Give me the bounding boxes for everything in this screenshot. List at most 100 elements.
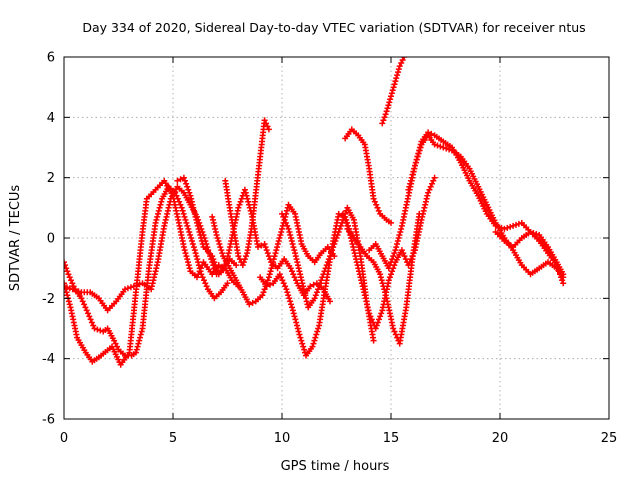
data-point (261, 241, 268, 247)
data-point (64, 292, 71, 299)
data-point (219, 250, 226, 257)
series-track (346, 213, 421, 345)
data-point (383, 108, 390, 115)
data-point (394, 238, 401, 244)
data-point (298, 337, 305, 344)
data-point (94, 326, 101, 333)
data-point (293, 256, 300, 263)
data-point (330, 244, 337, 251)
data-point (325, 256, 332, 263)
data-point (214, 235, 221, 241)
data-point (311, 295, 318, 302)
data-point (132, 349, 139, 356)
data-point (165, 204, 172, 211)
data-point (262, 244, 269, 251)
y-tick-label: 0 (47, 232, 55, 247)
data-point (180, 244, 187, 250)
data-point (156, 204, 163, 211)
data-point (278, 229, 285, 235)
data-point (85, 310, 91, 317)
data-point (332, 238, 339, 244)
data-point (297, 334, 304, 341)
data-point (64, 268, 71, 275)
data-point (279, 225, 285, 232)
data-point (285, 225, 292, 232)
data-point (310, 281, 317, 288)
data-point (195, 259, 202, 266)
data-point (241, 186, 248, 193)
data-point (300, 343, 307, 350)
data-point (364, 304, 371, 311)
data-point (188, 235, 195, 241)
data-point (243, 192, 250, 199)
data-point (194, 256, 201, 263)
data-point (265, 253, 272, 260)
data-point (287, 232, 294, 238)
data-point (133, 346, 140, 353)
data-point (392, 247, 399, 254)
data-point (412, 162, 418, 169)
data-point (290, 271, 297, 278)
data-point (391, 328, 398, 335)
data-point (154, 213, 161, 220)
data-point (310, 340, 317, 347)
data-point (333, 235, 340, 241)
data-point (182, 250, 189, 257)
data-point (392, 331, 399, 338)
data-point (187, 232, 194, 238)
data-point (281, 216, 288, 223)
data-point (323, 262, 330, 269)
data-point (78, 295, 85, 302)
series-sat-g (257, 210, 355, 359)
data-point (309, 343, 316, 350)
data-point (393, 244, 400, 251)
x-tick-label: 15 (383, 431, 400, 446)
data-point (187, 192, 194, 199)
data-point (394, 72, 401, 79)
x-tick-label: 20 (492, 431, 509, 446)
data-point (350, 247, 357, 254)
data-point (290, 310, 297, 317)
data-point (177, 176, 184, 183)
data-point (266, 271, 273, 278)
data-point (174, 195, 181, 202)
data-point (260, 289, 267, 296)
data-point (416, 210, 423, 217)
data-point (235, 204, 242, 211)
data-point (133, 282, 140, 289)
data-point (371, 198, 378, 205)
data-point (560, 280, 567, 287)
data-point (64, 262, 69, 269)
data-point (183, 180, 190, 187)
data-point (218, 247, 225, 254)
data-point (390, 325, 397, 332)
data-point (216, 241, 223, 247)
data-point (377, 271, 384, 278)
data-point (431, 141, 438, 148)
data-point (513, 221, 519, 228)
data-point (68, 277, 74, 284)
data-point (69, 286, 76, 293)
data-point (283, 207, 290, 214)
data-point (401, 253, 408, 260)
data-point (184, 183, 191, 190)
data-point (212, 262, 219, 269)
data-point (83, 307, 90, 314)
data-point (387, 96, 394, 103)
data-point (198, 238, 205, 244)
data-point (246, 301, 253, 308)
data-point (319, 274, 326, 281)
data-point (368, 316, 375, 323)
data-point (388, 259, 394, 266)
data-point (267, 268, 274, 275)
data-point (426, 186, 433, 193)
data-point (527, 229, 534, 235)
x-tick-label: 5 (169, 431, 177, 446)
data-point (337, 222, 344, 229)
data-point (396, 63, 403, 70)
data-point (155, 210, 161, 217)
data-point (289, 307, 296, 314)
data-point (393, 75, 400, 82)
data-point (311, 337, 318, 344)
data-point (289, 304, 295, 311)
